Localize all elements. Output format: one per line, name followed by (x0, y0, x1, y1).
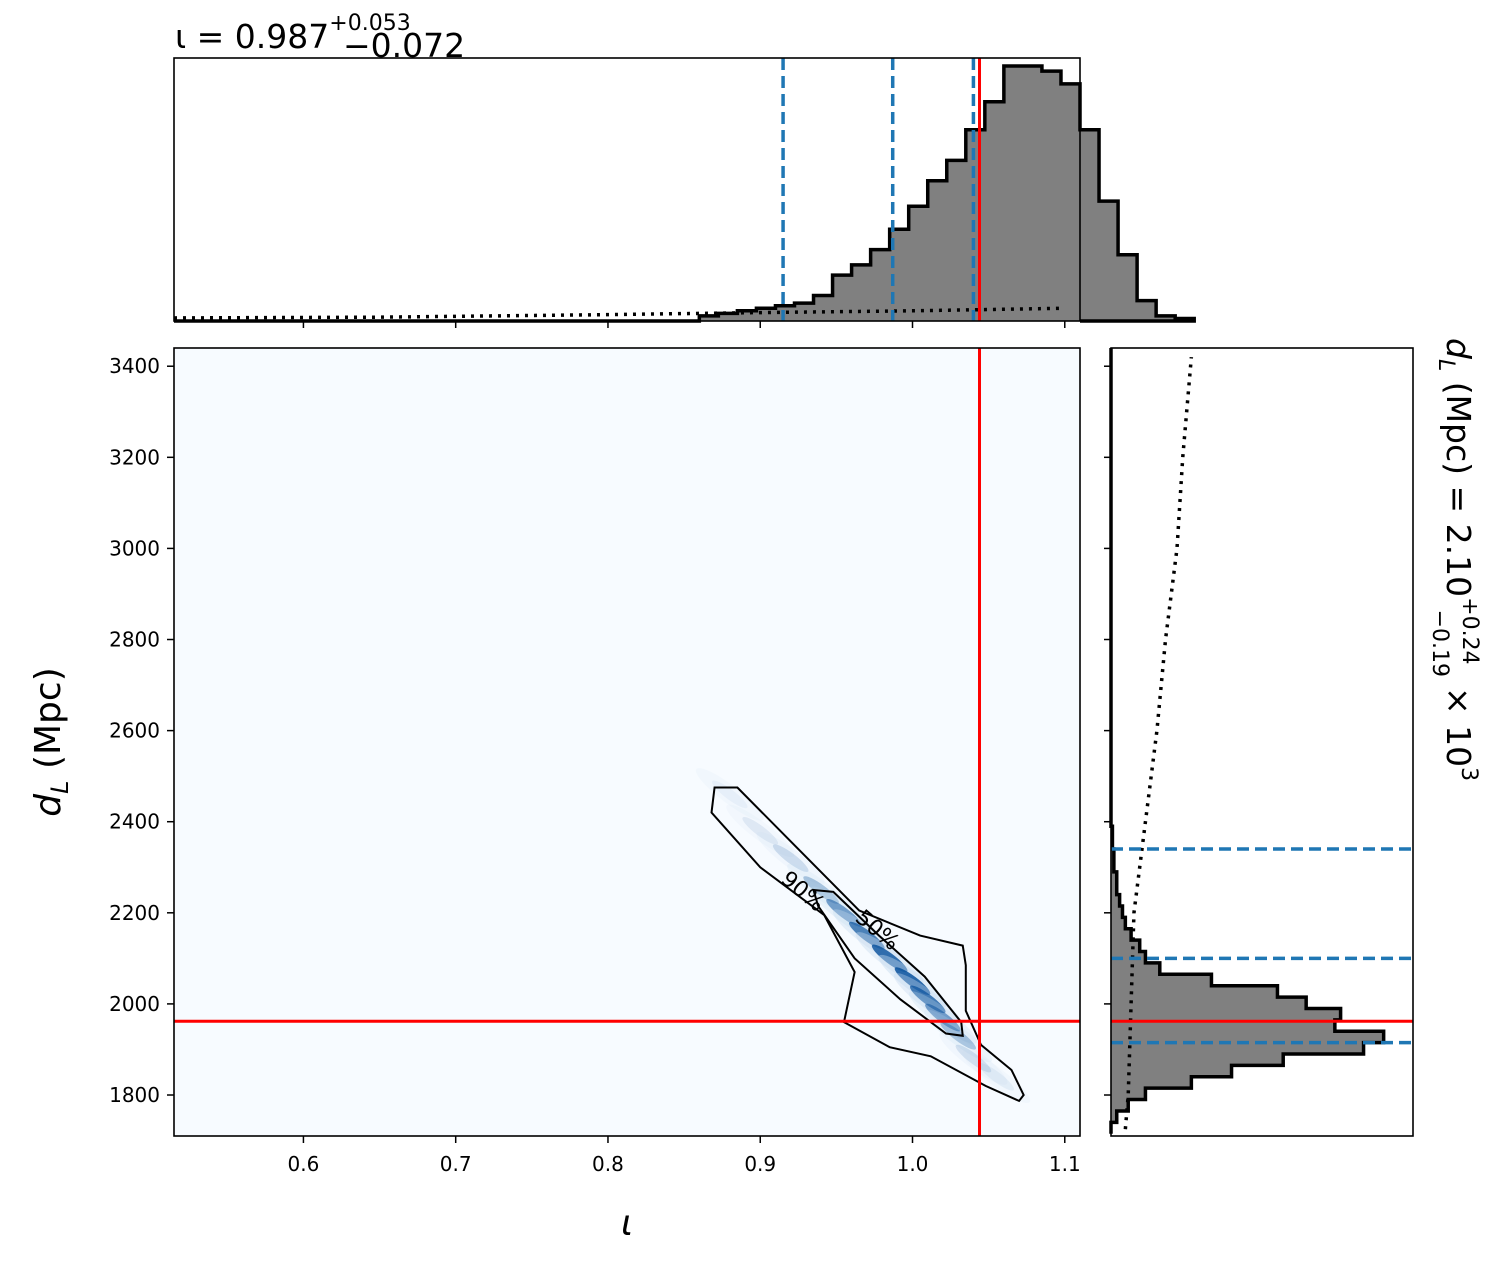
y-tick-label-8: 3400 (109, 354, 160, 378)
y-tick-label-2: 2200 (109, 901, 160, 925)
y-tick-label-5: 2800 (109, 628, 160, 652)
dl-title-prefix: d (1439, 338, 1478, 360)
x-tick-label-0: 0.6 (288, 1152, 320, 1176)
y-tick-label-6: 3000 (109, 536, 160, 560)
y-tick-label-3: 2400 (109, 810, 160, 834)
iota-histogram-edge (174, 64, 1196, 323)
dl-title-sub: L (1433, 359, 1458, 371)
density-core-9 (925, 1003, 961, 1032)
dl-title-plus-error: +0.24 (1457, 597, 1482, 664)
y-axis-label: dL (Mpc) (28, 667, 74, 816)
density-core-8 (909, 985, 946, 1014)
density-core-4 (826, 898, 862, 927)
iota-histogram-fill (699, 66, 1195, 321)
dl-title-suffix: × 10 (1439, 687, 1478, 767)
y-axis-label-unit: (Mpc) (28, 667, 69, 780)
density-core-5 (848, 921, 885, 950)
density-core-11 (955, 1044, 992, 1073)
y-tick-label-0: 1800 (109, 1083, 160, 1107)
contour-90pct (710, 786, 1025, 1103)
dl-marginal-frame (1110, 347, 1414, 1137)
dl-marginal-title: dL (Mpc) = 2.10+0.24−0.19 × 103 (1427, 338, 1482, 781)
density-core-7 (894, 967, 931, 995)
dl-title-mid: (Mpc) = 2.10 (1439, 371, 1478, 597)
y-tick-label-1: 2000 (109, 992, 160, 1016)
dl-histogram-edge (1109, 348, 1386, 1134)
x-tick-label-2: 0.8 (592, 1152, 624, 1176)
iota-title-prefix: ι = (175, 17, 235, 56)
x-axis-label: ι (621, 1203, 633, 1244)
density-core-6 (871, 944, 908, 973)
density-core-1 (742, 816, 779, 845)
density-core-2 (772, 844, 809, 872)
density-halo-0 (695, 768, 764, 821)
y-tick-label-4: 2600 (109, 719, 160, 743)
iota-marginal-frame (173, 57, 1081, 322)
iota-title-minus-error: −0.072 (343, 26, 465, 65)
dl-histogram-fill (1111, 348, 1384, 1134)
iota-title-plus-error: +0.053 (329, 11, 410, 36)
dl-title-exp: 3 (1456, 767, 1481, 781)
y-axis-label-main: d (28, 793, 69, 817)
density-core-12 (978, 1062, 1015, 1091)
dl-title-minus-error: −0.19 (1427, 610, 1452, 677)
y-axis-label-sub: L (46, 781, 74, 794)
density-halo-11 (939, 1032, 1008, 1085)
dl-marginal-panel: dL (Mpc) = 2.10+0.24−0.19 × 103 (1109, 338, 1482, 1137)
x-tick-label-1: 0.7 (440, 1152, 472, 1176)
iota-marginal-panel: ι = 0.987+0.053 −0.072 (173, 11, 1196, 328)
joint-density-panel: 90%50% 0.6 0.7 0.8 0.9 1.0 1.1 18002000220024… (28, 347, 1111, 1244)
density-halo-2 (756, 831, 825, 885)
iota-marginal-title: ι = 0.987+0.053 (175, 11, 411, 56)
iota-prior-dotted (173, 306, 1065, 320)
joint-frame (173, 347, 1081, 1137)
x-tick-label-4: 1.0 (897, 1152, 929, 1176)
iota-title-median: 0.987 (235, 17, 329, 56)
y-tick-label-7: 3200 (109, 445, 160, 469)
x-tick-label-3: 0.9 (744, 1152, 776, 1176)
density-halo-1 (726, 804, 795, 858)
contour-50pct (812, 888, 964, 1037)
x-tick-label-5: 1.1 (1049, 1152, 1081, 1176)
